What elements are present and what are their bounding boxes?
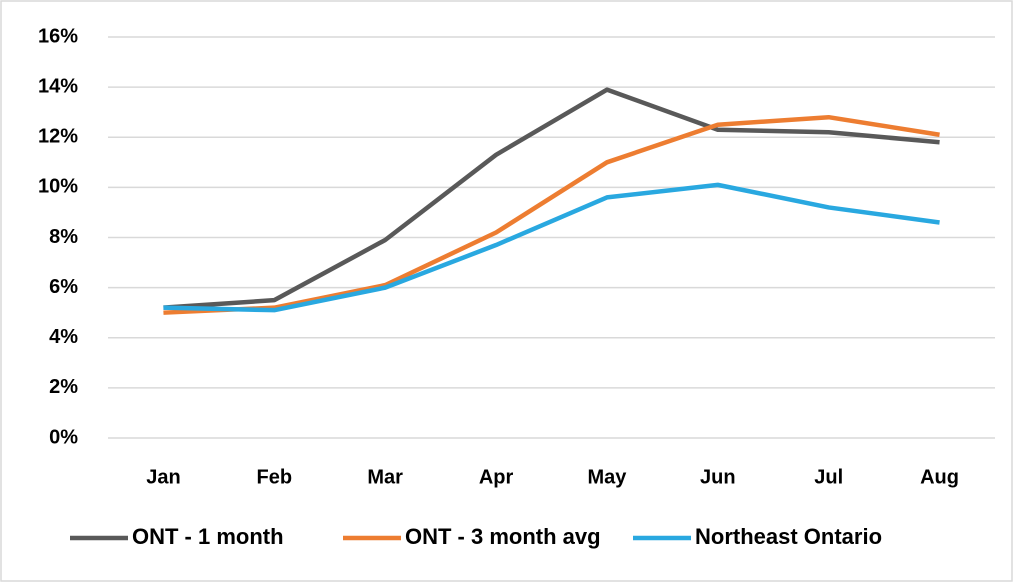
y-tick-label: 2% bbox=[49, 376, 78, 398]
y-tick-label: 16% bbox=[38, 25, 78, 47]
legend-label: ONT - 3 month avg bbox=[405, 524, 601, 549]
legend-label: Northeast Ontario bbox=[695, 524, 882, 549]
y-tick-label: 14% bbox=[38, 75, 78, 97]
y-tick-label: 0% bbox=[49, 426, 78, 448]
x-tick-label: Apr bbox=[479, 466, 514, 488]
series-line bbox=[163, 87, 940, 310]
x-tick-label: Jun bbox=[700, 466, 736, 488]
y-tick-label: 6% bbox=[49, 276, 78, 298]
x-tick-label: Aug bbox=[920, 466, 959, 488]
x-tick-label: Jan bbox=[146, 466, 180, 488]
y-tick-label: 4% bbox=[49, 326, 78, 348]
series-line bbox=[163, 182, 940, 313]
y-tick-label: 8% bbox=[49, 226, 78, 248]
y-tick-label: 12% bbox=[38, 126, 78, 148]
legend-label: ONT - 1 month bbox=[132, 524, 284, 549]
series-line bbox=[163, 114, 940, 315]
x-tick-label: Feb bbox=[257, 466, 293, 488]
y-tick-label: 10% bbox=[38, 176, 78, 198]
x-tick-label: May bbox=[587, 466, 627, 488]
x-tick-label: Mar bbox=[367, 466, 403, 488]
x-tick-label: Jul bbox=[814, 466, 843, 488]
